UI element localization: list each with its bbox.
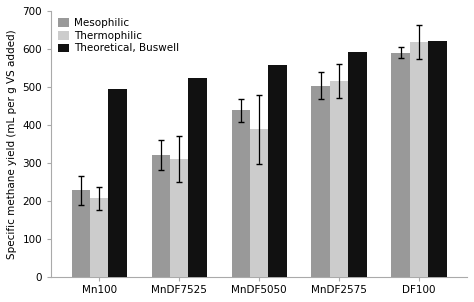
Bar	[268, 65, 287, 277]
Bar	[170, 159, 188, 277]
Bar	[330, 81, 348, 277]
Bar	[348, 52, 367, 277]
Bar	[109, 89, 127, 277]
Bar	[231, 111, 250, 277]
Y-axis label: Specific methane yield (mL per g VS added): Specific methane yield (mL per g VS adde…	[7, 29, 17, 259]
Bar	[250, 129, 268, 277]
Bar	[152, 155, 170, 277]
Bar	[72, 190, 90, 277]
Bar	[410, 42, 428, 277]
Bar	[311, 86, 330, 277]
Bar	[188, 78, 207, 277]
Bar	[392, 53, 410, 277]
Legend: Mesophilic, Thermophilic, Theoretical, Buswell: Mesophilic, Thermophilic, Theoretical, B…	[56, 16, 181, 56]
Bar	[428, 40, 447, 277]
Bar	[90, 198, 109, 277]
